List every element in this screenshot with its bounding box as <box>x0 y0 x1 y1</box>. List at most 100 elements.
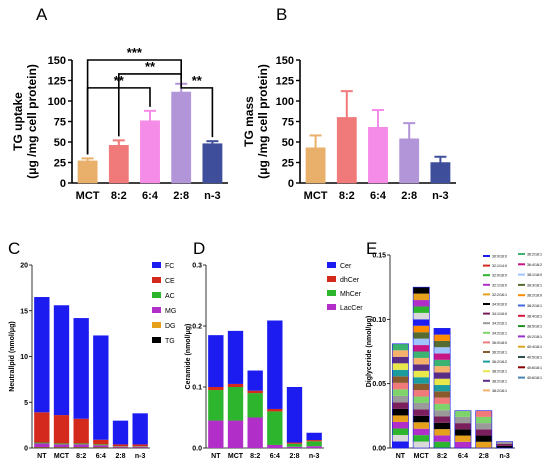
y-tick-label-A: 125 <box>48 76 66 88</box>
bar-A-n-3 <box>202 143 223 184</box>
legend-swatch-C <box>152 292 161 298</box>
bar-segment-E <box>392 415 409 422</box>
legend-label-E: 36:4/18:2 <box>527 263 542 267</box>
bar-segment-E <box>392 350 409 357</box>
bar-segment-E <box>454 423 472 430</box>
x-tick-label-B: 2:8 <box>401 190 417 202</box>
bar-segment-E <box>392 395 409 403</box>
bar-segment-C-CE <box>53 415 70 444</box>
legend-swatch-D <box>327 276 336 282</box>
bar-segment-C-CE <box>73 418 89 444</box>
bar-segment-E <box>413 345 430 352</box>
bar-segment-E <box>392 402 409 409</box>
y-axis-label-line: (μg /mg cell protein) <box>256 64 270 179</box>
bar-segment-E <box>433 378 451 386</box>
y-tick-label-E: 0.00 <box>372 446 386 453</box>
bar-outline-E-8:2 <box>433 328 451 449</box>
bar-segment-E <box>433 422 451 430</box>
legend-label-E: 34:2/16:1 <box>492 322 507 326</box>
bar-segment-D-dhCer <box>247 390 263 394</box>
y-tick-label-B: 25 <box>282 158 294 170</box>
bar-segment-E <box>392 434 409 442</box>
y-tick-label-D: 0.2 <box>192 324 202 331</box>
bar-segment-E <box>475 435 492 442</box>
bar-segment-E <box>413 428 430 436</box>
legend-label-C: MG <box>165 308 176 315</box>
y-tick-label-D: 0.0 <box>192 446 202 453</box>
y-axis-label-D: Ceramide (nmol/μg) <box>185 324 192 390</box>
bar-segment-E <box>413 441 430 448</box>
y-tick-label-C: 5 <box>24 400 28 407</box>
bar-segment-E <box>475 429 492 436</box>
x-tick-label-A: 8:2 <box>111 190 127 202</box>
legend-label-E: 36:2/18:2 <box>492 360 507 364</box>
bar-segment-D-MhCer <box>306 441 322 447</box>
panel-letter-A: A <box>36 5 48 24</box>
legend-label-C: FC <box>165 263 174 270</box>
significance-label: ** <box>114 73 125 88</box>
bar-segment-E <box>433 397 451 404</box>
bar-A-8:2 <box>108 145 129 184</box>
panel-letter-E: E <box>366 239 377 258</box>
y-tick-label-B: 125 <box>276 76 294 88</box>
bar-segment-E <box>413 390 430 397</box>
bar-segment-E <box>413 383 430 391</box>
bar-segment-D-Cer <box>247 370 263 391</box>
bar-segment-D-LacCer <box>208 420 224 448</box>
bar-segment-E <box>433 366 451 373</box>
bar-outline-E-NT <box>391 343 409 449</box>
bar-segment-D-Cer <box>306 432 322 441</box>
bar-segment-E <box>413 293 430 301</box>
y-tick-label-C: 15 <box>20 308 28 315</box>
legend-label-E: 40:6/18:1 <box>527 366 542 370</box>
bar-segment-E <box>475 423 492 430</box>
bar-segment-D-dhCer <box>267 408 283 412</box>
x-tick-label-C: NT <box>37 453 47 460</box>
bar-outline-E-MCT <box>412 286 430 449</box>
legend-label-E: 40:5/18:1 <box>527 356 542 360</box>
bar-segment-E <box>496 443 513 446</box>
legend-swatch-C <box>152 262 161 268</box>
y-axis-label-E: Diglyceride (nmol/μg) <box>366 316 373 388</box>
x-tick-label-C: n-3 <box>135 453 146 460</box>
bar-segment-D-Cer <box>267 320 283 409</box>
panel-letter-C: C <box>8 239 20 258</box>
y-axis-label-line: TG mass <box>242 96 256 147</box>
legend-label-E: 38:5/18:1 <box>527 325 542 329</box>
bar-segment-E <box>433 353 451 360</box>
bar-segment-D-dhCer <box>306 440 322 442</box>
legend-label-E: 32:2/16:1 <box>492 293 507 297</box>
bar-segment-D-dhCer <box>208 387 224 391</box>
bar-segment-C-AC <box>73 443 89 445</box>
bar-segment-D-MhCer <box>267 411 283 445</box>
bar-segment-E <box>433 410 451 417</box>
x-tick-label-D: n-3 <box>309 453 320 460</box>
y-tick-label-E: 0.15 <box>372 253 386 260</box>
bar-segment-E <box>433 403 451 411</box>
bar-segment-E <box>413 422 430 429</box>
bar-segment-E <box>433 347 451 354</box>
bar-A-MCT <box>77 160 98 184</box>
legend-label-E: 40:2/18:1 <box>527 335 542 339</box>
bar-segment-E <box>496 445 513 448</box>
y-axis-label-C: Neutrallpid (nmol/μg) <box>9 321 16 391</box>
bar-outline-E-n-3 <box>496 441 514 449</box>
bar-segment-C-CE <box>132 444 148 447</box>
legend-swatch-C <box>152 322 161 328</box>
bar-segment-C-MG <box>93 445 109 448</box>
legend-label-E: 32:1/16:0 <box>492 283 507 287</box>
x-tick-label-D: MCT <box>228 453 244 460</box>
bar-segment-D-LacCer <box>227 420 244 448</box>
legend-label-E: 30:0/16:0 <box>492 255 507 259</box>
y-tick-label-A: 150 <box>48 55 66 67</box>
y-axis-label-B: TG mass(μg /mg cell protein) <box>242 64 270 179</box>
y-tick-label-A: 50 <box>54 137 66 149</box>
bar-segment-E <box>392 428 409 435</box>
bar-segment-C-FC <box>53 305 70 416</box>
bar-segment-D-LacCer <box>306 446 322 448</box>
legend-swatch-C <box>152 337 161 343</box>
bar-segment-C-FC <box>112 420 129 445</box>
bar-segment-E <box>413 306 430 313</box>
bar-segment-C-AC <box>34 442 50 444</box>
bar-segment-E <box>454 429 472 436</box>
